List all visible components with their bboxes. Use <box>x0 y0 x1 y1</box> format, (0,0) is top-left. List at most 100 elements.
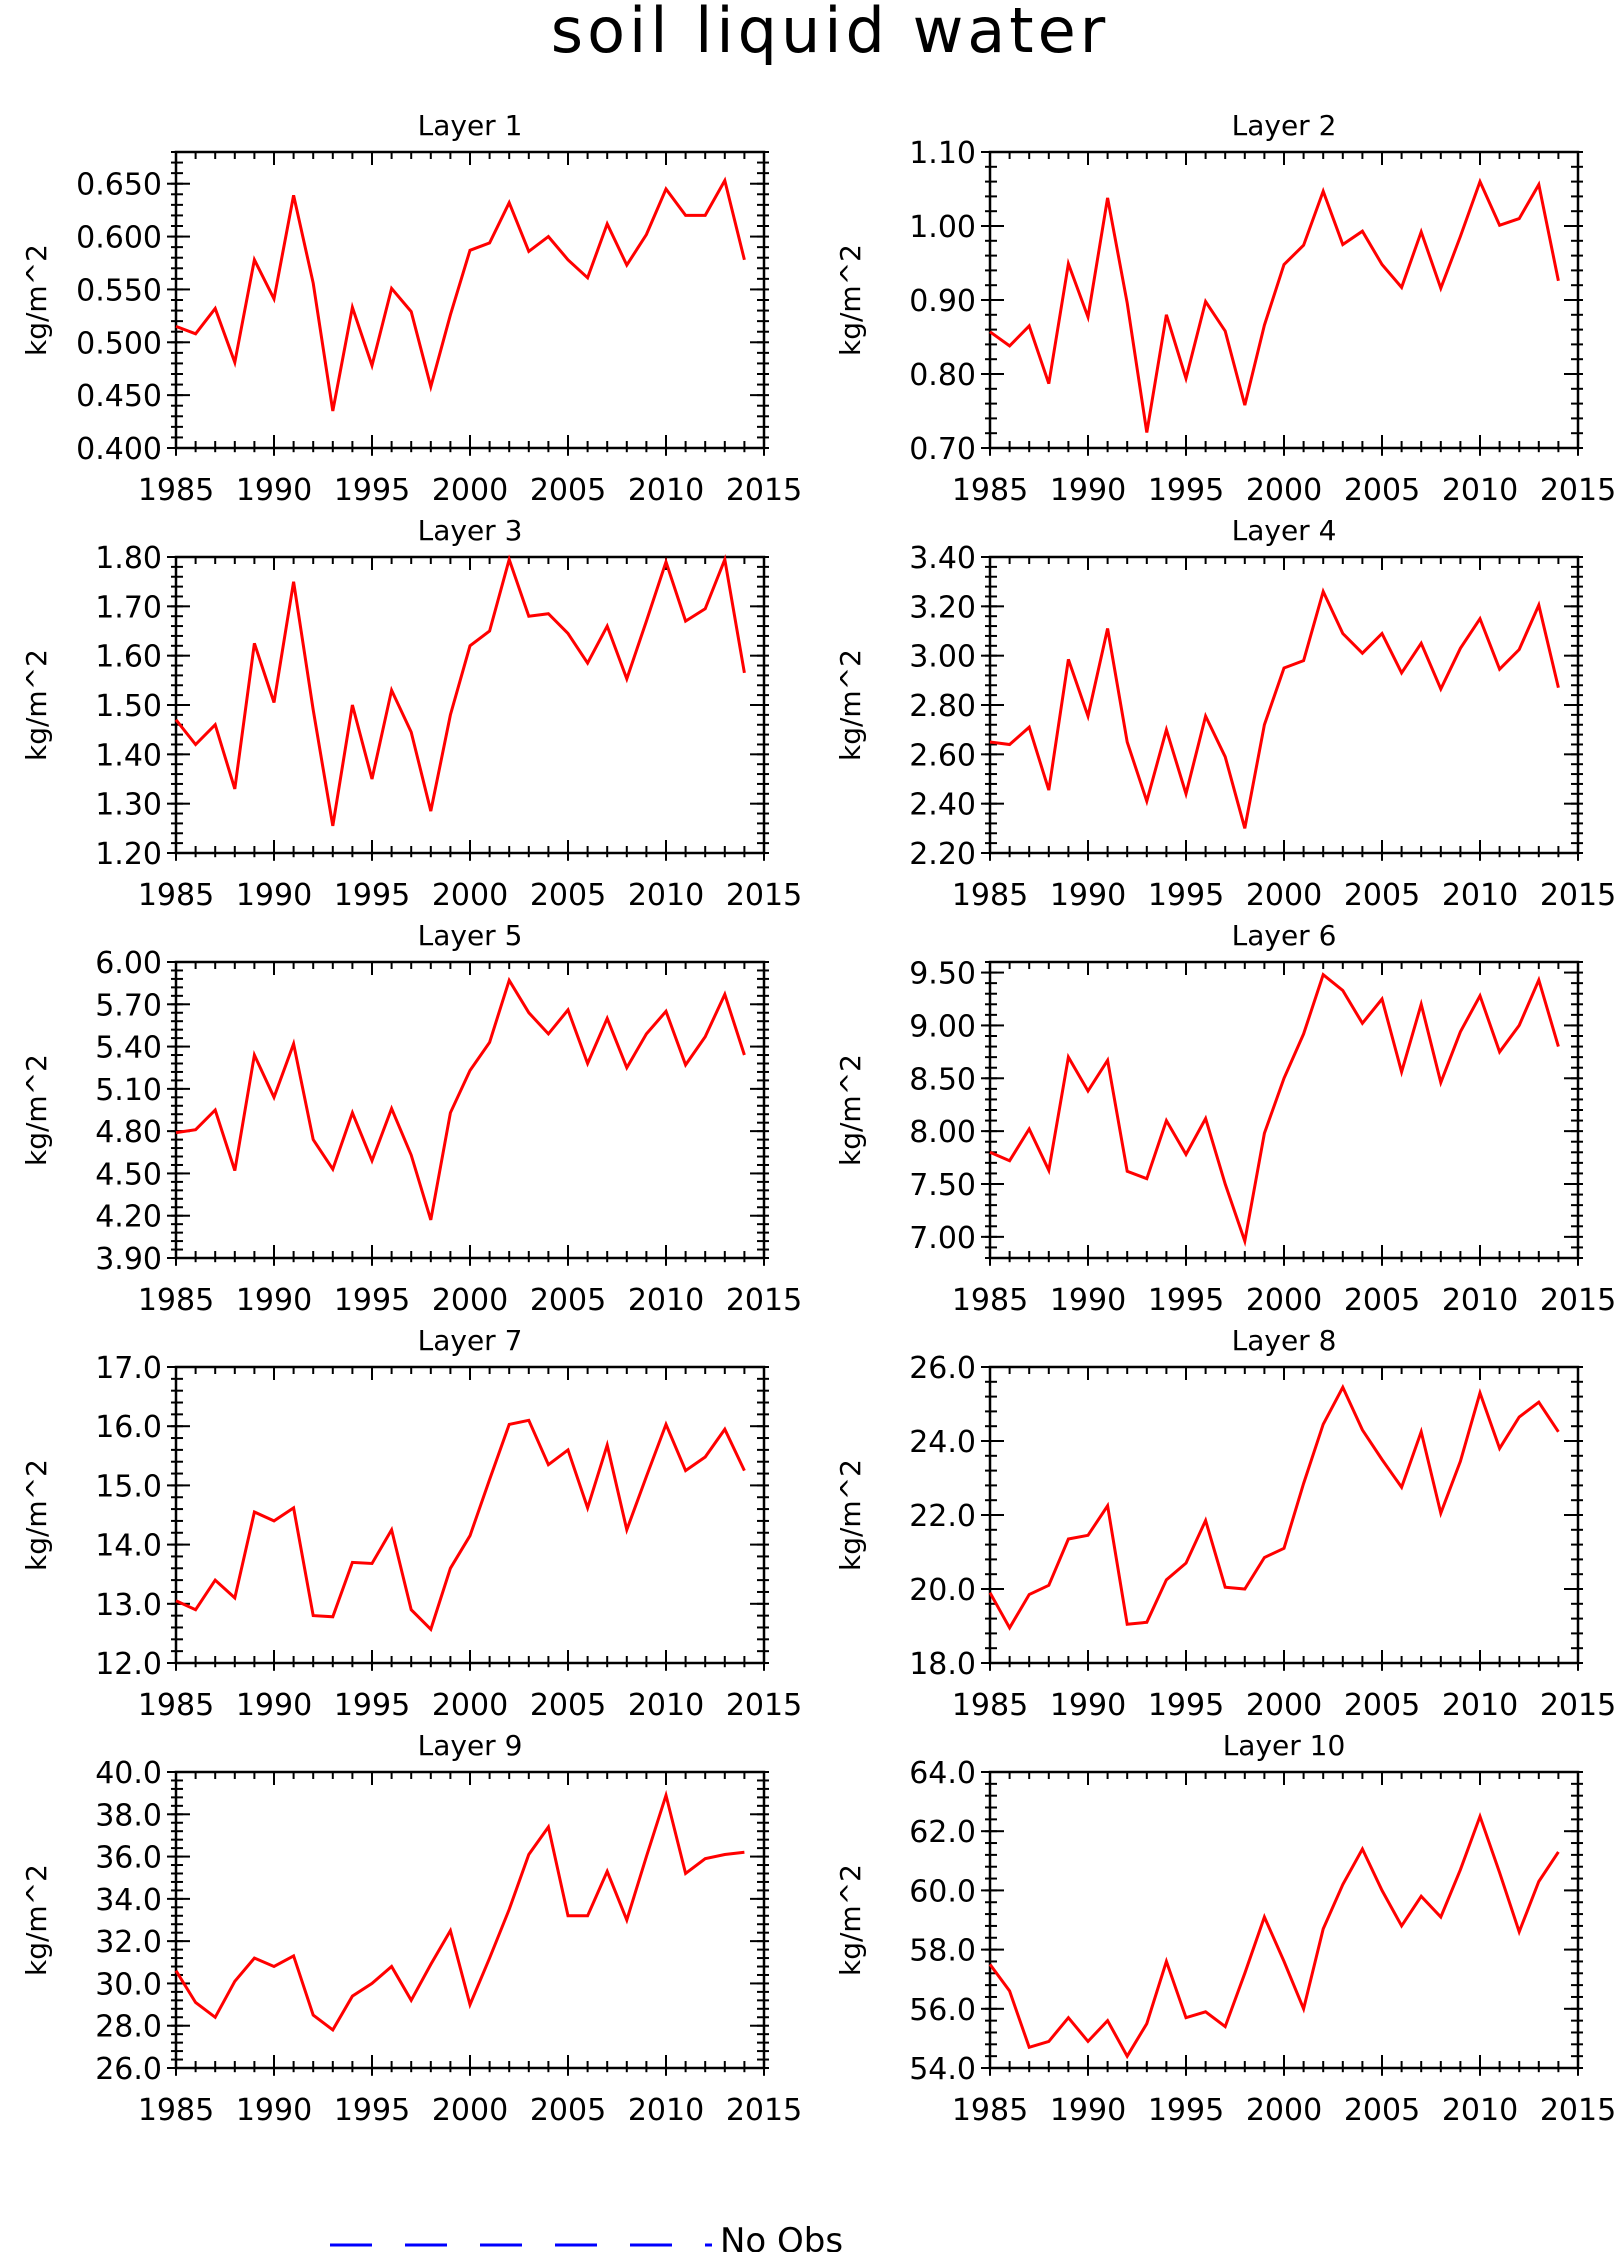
series-line <box>989 177 1560 433</box>
x-tick-label: 1985 <box>952 1283 1028 1318</box>
x-tick-label: 1995 <box>334 473 410 508</box>
x-tick-label: 1985 <box>138 1283 214 1318</box>
x-tick-label: 1995 <box>1148 473 1224 508</box>
x-tick-label: 2000 <box>1246 2093 1322 2128</box>
x-tick-label: 2015 <box>726 1283 802 1318</box>
series-line <box>988 1383 1560 1631</box>
panel-title: Layer 4 <box>1232 514 1337 547</box>
x-tick-label: 2005 <box>530 1283 606 1318</box>
y-tick-label: 0.500 <box>76 326 162 361</box>
panels: Layer 1 1985 1990 1995 2000 2005 2010 2015 0.400… <box>20 109 1616 2128</box>
y-tick-label: 64.0 <box>909 1756 976 1791</box>
y-tick-label: 5.70 <box>95 988 162 1023</box>
x-tick-label: 1990 <box>236 473 312 508</box>
x-tick-label: 2000 <box>1246 1283 1322 1318</box>
x-tick-label: 1995 <box>334 878 410 913</box>
y-tick-label: 1.20 <box>95 837 162 872</box>
y-tick-label: 58.0 <box>909 1934 976 1969</box>
y-tick-label: 56.0 <box>909 1993 976 2028</box>
x-tick-label: 2005 <box>1344 2093 1420 2128</box>
x-tick-label: 2000 <box>432 1688 508 1723</box>
y-axis-label: kg/m^2 <box>834 649 867 761</box>
x-tick-label: 1990 <box>1050 878 1126 913</box>
y-axis-label: kg/m^2 <box>20 1864 53 1976</box>
panel-4: Layer 4 1985 1990 1995 2000 2005 2010 2015 2.20 2… <box>834 514 1616 913</box>
y-tick-label: 6.00 <box>95 946 162 981</box>
panel-title: Layer 7 <box>418 1324 523 1357</box>
x-tick-label: 2010 <box>628 1283 704 1318</box>
x-tick-label: 2010 <box>628 473 704 508</box>
x-tick-label: 2015 <box>726 2093 802 2128</box>
y-tick-label: 1.00 <box>909 210 976 245</box>
y-tick-label: 5.10 <box>95 1073 162 1108</box>
x-tick-label: 1995 <box>334 2093 410 2128</box>
x-tick-label: 1995 <box>1148 1283 1224 1318</box>
x-tick-label: 1995 <box>334 1283 410 1318</box>
plot-frame <box>988 150 1580 450</box>
x-tick-label: 2000 <box>432 878 508 913</box>
x-tick-label: 1995 <box>1148 2093 1224 2128</box>
series-line <box>174 554 746 827</box>
x-tick-label: 1985 <box>952 878 1028 913</box>
x-tick-label: 1990 <box>1050 1688 1126 1723</box>
y-tick-label: 9.00 <box>909 1009 976 1044</box>
y-tick-label: 26.0 <box>95 2052 162 2087</box>
y-tick-label: 5.40 <box>95 1031 162 1066</box>
y-tick-label: 1.10 <box>909 136 976 171</box>
y-axis-label: kg/m^2 <box>20 244 53 356</box>
plot-frame <box>988 555 1580 855</box>
y-tick-label: 15.0 <box>95 1469 162 1504</box>
x-tick-label: 1995 <box>1148 1688 1224 1723</box>
y-tick-label: 1.30 <box>95 788 162 823</box>
x-tick-label: 1985 <box>138 1688 214 1723</box>
y-tick-label: 40.0 <box>95 1756 162 1791</box>
x-tick-label: 1985 <box>952 1688 1028 1723</box>
y-tick-label: 7.00 <box>909 1221 976 1256</box>
panel-title: Layer 6 <box>1232 919 1337 952</box>
y-tick-label: 0.70 <box>909 432 976 467</box>
y-tick-label: 3.20 <box>909 590 976 625</box>
y-tick-label: 0.90 <box>909 284 976 319</box>
series-line <box>989 972 1560 1248</box>
x-tick-label: 1985 <box>138 473 214 508</box>
series-line <box>175 1418 746 1633</box>
y-tick-label: 14.0 <box>95 1529 162 1564</box>
x-tick-label: 1990 <box>1050 1283 1126 1318</box>
y-axis-label: kg/m^2 <box>834 1864 867 1976</box>
legend-label: No Obs <box>720 2221 843 2252</box>
plot-frame <box>988 960 1580 1260</box>
y-tick-label: 2.60 <box>909 738 976 773</box>
y-tick-label: 2.80 <box>909 689 976 724</box>
x-tick-label: 1990 <box>236 2093 312 2128</box>
x-tick-label: 2010 <box>628 2093 704 2128</box>
y-tick-label: 18.0 <box>909 1647 976 1682</box>
y-tick-label: 4.80 <box>95 1115 162 1150</box>
panel-title: Layer 8 <box>1232 1324 1337 1357</box>
x-tick-label: 2015 <box>1540 2093 1616 2128</box>
x-tick-label: 2000 <box>432 473 508 508</box>
x-tick-label: 2015 <box>1540 1688 1616 1723</box>
x-tick-label: 2010 <box>628 878 704 913</box>
y-tick-label: 3.00 <box>909 640 976 675</box>
y-tick-label: 0.80 <box>909 358 976 393</box>
x-tick-label: 2015 <box>1540 473 1616 508</box>
y-tick-label: 12.0 <box>95 1647 162 1682</box>
y-tick-label: 9.50 <box>909 957 976 992</box>
x-tick-label: 2015 <box>726 878 802 913</box>
x-tick-label: 2010 <box>628 1688 704 1723</box>
series-line <box>175 176 746 412</box>
y-tick-label: 2.40 <box>909 788 976 823</box>
x-tick-label: 2015 <box>1540 1283 1616 1318</box>
y-tick-label: 54.0 <box>909 2052 976 2087</box>
x-tick-label: 2005 <box>1344 473 1420 508</box>
y-tick-label: 28.0 <box>95 2010 162 2045</box>
x-tick-label: 1990 <box>1050 473 1126 508</box>
x-tick-label: 1995 <box>1148 878 1224 913</box>
panel-1: Layer 1 1985 1990 1995 2000 2005 2010 2015 0.400… <box>20 109 802 508</box>
panel-2: Layer 2 1985 1990 1995 2000 2005 2010 2015 0.70 0… <box>834 109 1616 508</box>
y-tick-label: 1.60 <box>95 640 162 675</box>
x-tick-label: 2005 <box>530 1688 606 1723</box>
x-tick-label: 2005 <box>1344 878 1420 913</box>
x-tick-label: 2010 <box>1442 2093 1518 2128</box>
